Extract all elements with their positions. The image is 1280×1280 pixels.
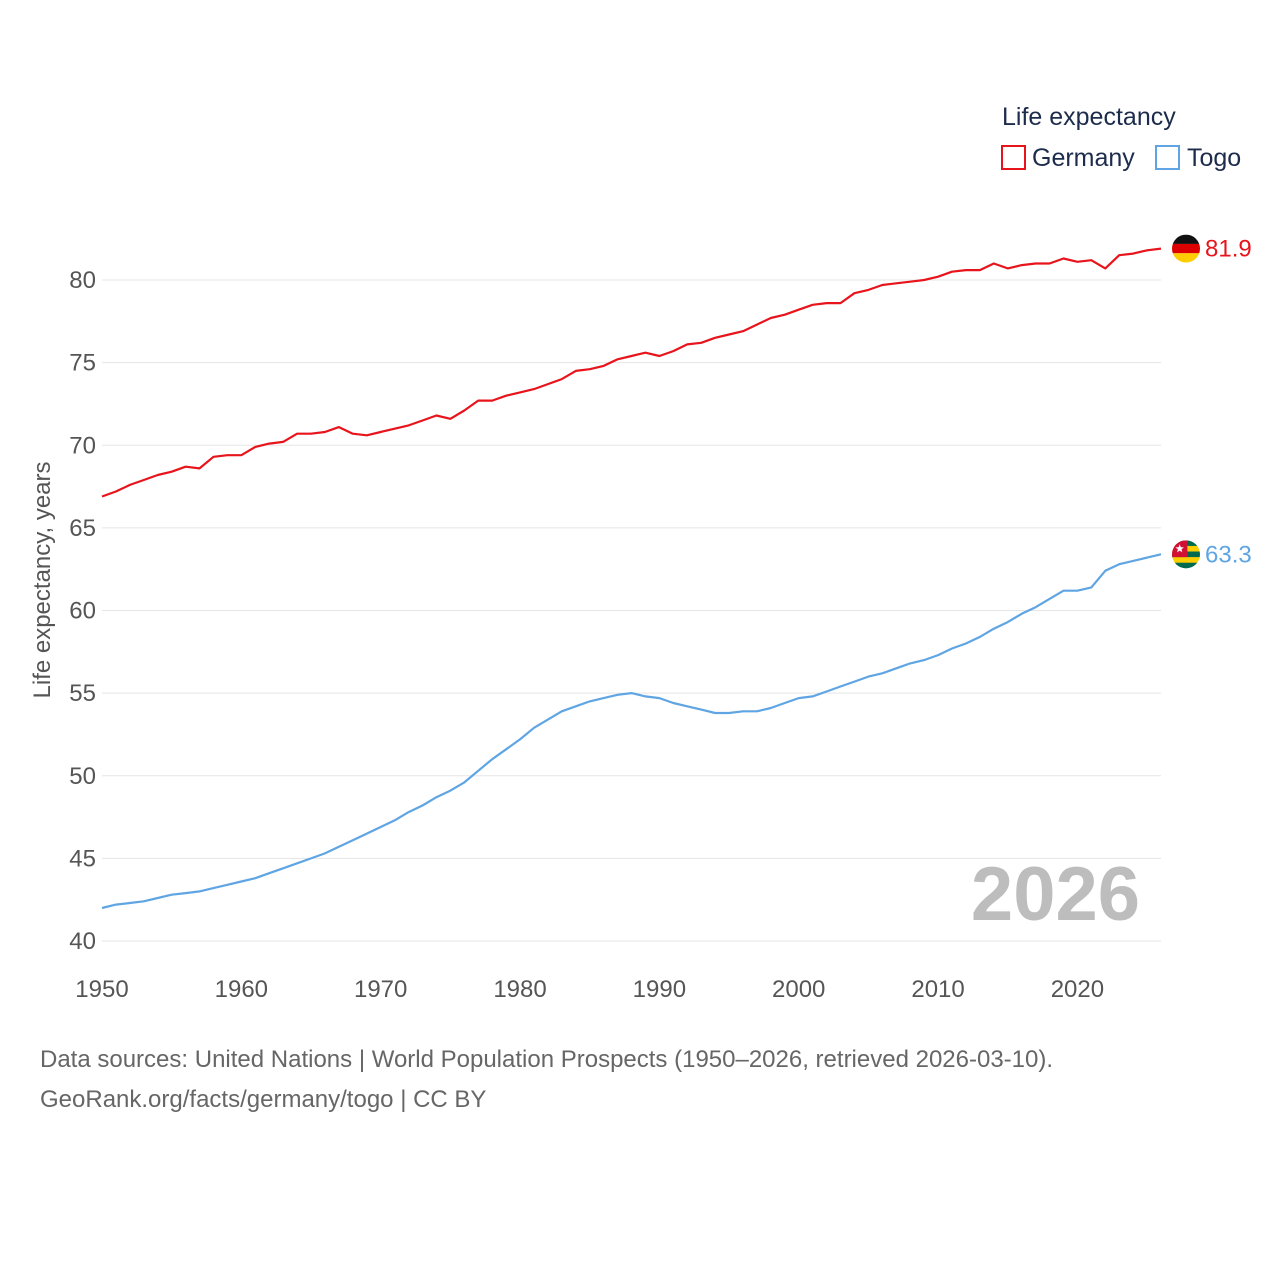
germany-flag-icon [1172, 234, 1200, 263]
x-tick-label: 1960 [215, 976, 268, 1003]
legend-swatch-togo[interactable] [1155, 145, 1180, 170]
series-lines [101, 247, 1162, 910]
y-tick-label: 75 [69, 350, 96, 377]
y-tick-label: 60 [69, 598, 96, 625]
series-line-togo [101, 553, 1162, 910]
x-tick-label: 1970 [354, 976, 407, 1003]
x-tick-label: 1980 [493, 976, 546, 1003]
end-value-label-germany: 81.9 [1205, 236, 1252, 263]
flag-marker-togo [1172, 540, 1200, 569]
sources-line-2: GeoRank.org/facts/germany/togo | CC BY [40, 1086, 487, 1113]
legend-title: Life expectancy [1002, 103, 1176, 131]
y-axis-ticks: 40 45 50 55 60 65 70 75 80 [69, 267, 96, 955]
series-line-germany [101, 247, 1162, 498]
flag-marker-germany [1172, 234, 1200, 263]
year-watermark: 2026 [971, 852, 1140, 937]
line-chart: Life expectancy Germany Togo Life expect… [29, 103, 1252, 1003]
y-tick-label: 80 [69, 267, 96, 294]
x-tick-label: 1950 [75, 976, 128, 1003]
x-axis-ticks: 1950 1960 1970 1980 1990 2000 2010 2020 [75, 976, 1104, 1003]
flag-stripe [1172, 234, 1200, 244]
y-tick-label: 55 [69, 680, 96, 707]
togo-flag-icon [1172, 540, 1200, 569]
y-tick-label: 70 [69, 432, 96, 459]
y-tick-label: 65 [69, 515, 96, 542]
y-tick-label: 50 [69, 763, 96, 790]
y-tick-label: 40 [69, 928, 96, 955]
flag-stripe [1172, 243, 1200, 254]
x-tick-label: 1990 [633, 976, 686, 1003]
flag-stripe [1172, 253, 1200, 263]
gridlines [102, 279, 1161, 942]
x-tick-label: 2020 [1051, 976, 1104, 1003]
x-tick-label: 2000 [772, 976, 825, 1003]
end-value-label-togo: 63.3 [1205, 541, 1252, 568]
legend-label-germany[interactable]: Germany [1032, 144, 1135, 172]
legend-label-togo[interactable]: Togo [1187, 144, 1241, 172]
y-axis-title: Life expectancy, years [29, 461, 56, 698]
y-tick-label: 45 [69, 845, 96, 872]
data-sources: Data sources: United Nations | World Pop… [40, 1040, 1260, 1120]
legend-swatch-germany[interactable] [1001, 145, 1026, 170]
flag-star-icon [1175, 544, 1184, 553]
x-tick-label: 2010 [911, 976, 964, 1003]
end-markers: 81.9 63.3 [1172, 234, 1252, 569]
flag-stripe [1172, 562, 1200, 569]
sources-line-1: Data sources: United Nations | World Pop… [40, 1046, 1054, 1073]
flag-stripe [1172, 557, 1200, 564]
legend: Life expectancy Germany Togo [1001, 103, 1241, 172]
